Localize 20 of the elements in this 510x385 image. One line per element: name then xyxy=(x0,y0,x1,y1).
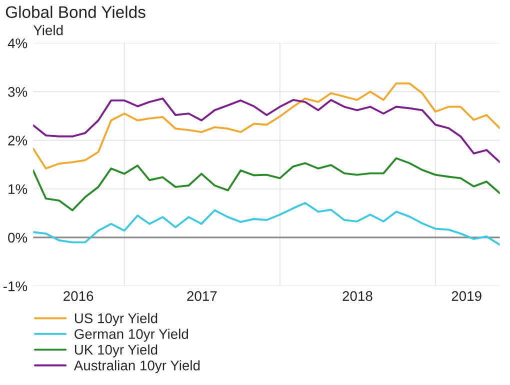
y-tick-label: -1% xyxy=(4,281,28,292)
y-axis-title: Yield xyxy=(33,25,63,36)
line-series xyxy=(33,98,500,164)
x-tick-label: 2017 xyxy=(187,291,217,301)
y-tick-label: 3% xyxy=(8,87,28,97)
x-tick-label: 2018 xyxy=(342,291,372,301)
legend-label: US 10yr Yield xyxy=(74,313,158,326)
x-tick-label: 2019 xyxy=(452,291,482,301)
y-tick-label: 1% xyxy=(8,184,28,194)
y-tick-label: 2% xyxy=(8,136,28,146)
legend-label: German 10yr Yield xyxy=(74,328,188,342)
line-series xyxy=(33,157,500,212)
chart-title: Global Bond Yields xyxy=(6,6,146,18)
y-tick-label: 0% xyxy=(8,232,28,243)
line-series xyxy=(33,82,500,170)
x-tick-label: 2016 xyxy=(64,291,94,301)
y-tick-label: 4% xyxy=(8,38,28,48)
line-series xyxy=(33,202,500,246)
legend-label: Australian 10yr Yield xyxy=(74,360,200,374)
legend-label: UK 10yr Yield xyxy=(74,344,158,358)
